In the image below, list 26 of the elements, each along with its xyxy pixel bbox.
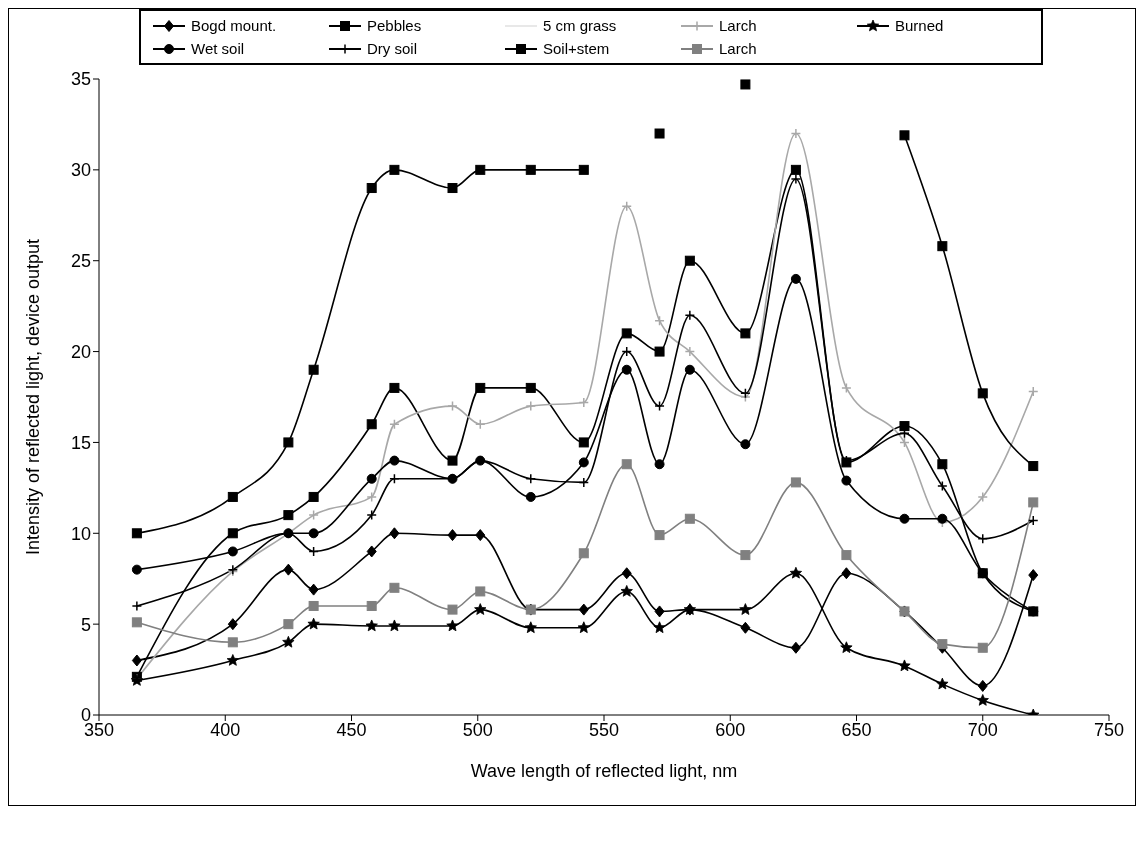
y-tick-label: 25 xyxy=(70,251,91,272)
x-tick-label: 400 xyxy=(210,719,241,740)
legend-label: Larch xyxy=(719,17,757,34)
x-tick-label: 650 xyxy=(841,719,872,740)
legend-label: 5 cm grass xyxy=(543,17,617,34)
y-tick-label: 20 xyxy=(70,341,91,362)
x-tick-label: 750 xyxy=(1093,719,1125,740)
legend-label: Larch xyxy=(719,40,757,57)
legend-label: Bogd mount. xyxy=(191,17,277,34)
y-tick-label: 35 xyxy=(70,69,91,90)
y-tick-label: 5 xyxy=(80,614,91,635)
x-tick-label: 700 xyxy=(967,719,998,740)
y-tick-label: 10 xyxy=(70,523,91,544)
y-tick-label: 30 xyxy=(70,160,91,181)
x-tick-label: 550 xyxy=(588,719,620,740)
y-tick-label: 15 xyxy=(70,432,91,453)
legend-label: Burned xyxy=(895,17,944,34)
x-tick-label: 450 xyxy=(336,719,367,740)
x-axis-title: Wave length of reflected light, nm xyxy=(470,761,738,781)
y-axis-title: Intensity of reflected light, device output xyxy=(23,238,44,556)
x-tick-label: 600 xyxy=(715,719,746,740)
legend-label: Dry soil xyxy=(367,40,418,57)
legend-label: Pebbles xyxy=(367,17,422,34)
legend-label: Wet soil xyxy=(191,40,245,57)
x-tick-label: 500 xyxy=(462,719,493,740)
legend-label: Soil+stem xyxy=(543,40,610,57)
